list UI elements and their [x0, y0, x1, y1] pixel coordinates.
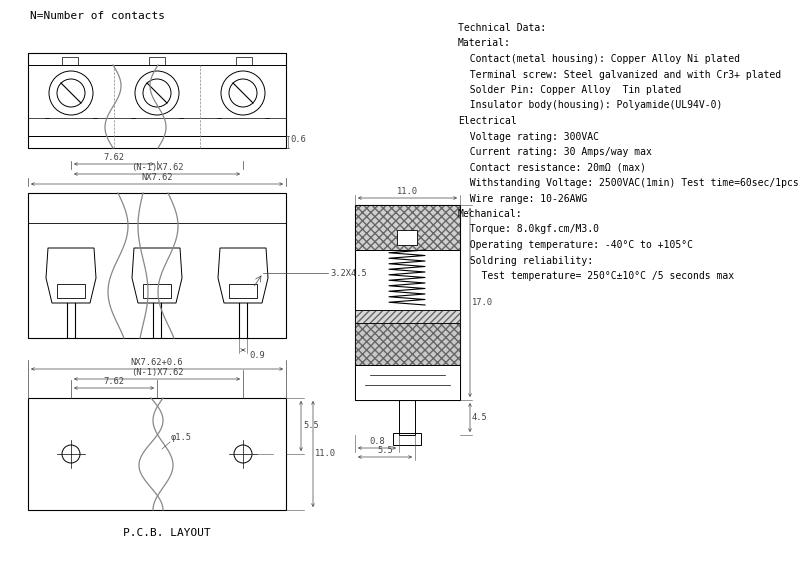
Text: Wire range: 10-26AWG: Wire range: 10-26AWG [458, 194, 588, 203]
Bar [399, 400, 415, 435]
Circle shape [229, 79, 257, 107]
Text: 5.5: 5.5 [377, 446, 393, 455]
Text: Contact resistance: 20mΩ (max): Contact resistance: 20mΩ (max) [458, 162, 646, 172]
Bar [28, 398, 286, 510]
Text: Solder Pin: Copper Alloy  Tin plated: Solder Pin: Copper Alloy Tin plated [458, 85, 681, 95]
Bar [143, 284, 171, 298]
Text: (N-1)X7.62: (N-1)X7.62 [130, 163, 184, 172]
Bar [28, 53, 286, 148]
Text: NX7.62: NX7.62 [141, 173, 173, 182]
Bar [355, 205, 460, 250]
Circle shape [234, 445, 252, 463]
Text: φ1.5: φ1.5 [171, 433, 192, 442]
Text: 11.0: 11.0 [315, 450, 336, 458]
Polygon shape [46, 248, 96, 303]
Text: Material:: Material: [458, 39, 511, 49]
Bar [355, 310, 460, 323]
Bar [397, 230, 417, 245]
Text: Torque: 8.0kgf.cm/M3.0: Torque: 8.0kgf.cm/M3.0 [458, 224, 599, 235]
Text: 7.62: 7.62 [104, 377, 125, 386]
Text: 17.0: 17.0 [472, 298, 493, 307]
Bar [28, 193, 286, 338]
Bar [28, 53, 286, 65]
Circle shape [143, 79, 171, 107]
Text: Current rating: 30 Amps/way max: Current rating: 30 Amps/way max [458, 147, 652, 157]
Polygon shape [132, 248, 182, 303]
Text: 11.0: 11.0 [397, 187, 418, 196]
Bar [149, 57, 165, 65]
Text: Test temperature= 250°C±10°C /5 seconds max: Test temperature= 250°C±10°C /5 seconds … [458, 271, 734, 281]
Text: Operating temperature: -40°C to +105°C: Operating temperature: -40°C to +105°C [458, 240, 693, 250]
Bar [355, 205, 460, 400]
Circle shape [221, 71, 265, 115]
Text: Voltage rating: 300VAC: Voltage rating: 300VAC [458, 132, 599, 142]
Circle shape [49, 71, 93, 115]
Text: N=Number of contacts: N=Number of contacts [30, 11, 165, 21]
Bar [355, 310, 460, 323]
Text: Terminal screw: Steel galvanized and with Cr3+ plated: Terminal screw: Steel galvanized and wit… [458, 69, 781, 80]
Text: Soldring reliability:: Soldring reliability: [458, 255, 593, 265]
Circle shape [57, 79, 85, 107]
Text: 4.5: 4.5 [472, 413, 488, 422]
Bar [355, 323, 460, 365]
Bar [355, 365, 460, 400]
Bar [28, 136, 286, 148]
Circle shape [62, 445, 80, 463]
Text: 7.62: 7.62 [104, 153, 125, 162]
Bar [57, 284, 85, 298]
Text: Electrical: Electrical [458, 116, 517, 126]
Text: 0.6: 0.6 [290, 135, 306, 144]
Text: 0.8: 0.8 [369, 437, 385, 446]
Text: Mechanical:: Mechanical: [458, 209, 522, 219]
Circle shape [135, 71, 179, 115]
Text: Contact(metal housing): Copper Alloy Ni plated: Contact(metal housing): Copper Alloy Ni … [458, 54, 740, 64]
Bar [355, 205, 460, 250]
Text: P.C.B. LAYOUT: P.C.B. LAYOUT [123, 528, 211, 538]
Text: (N-1)X7.62: (N-1)X7.62 [130, 368, 184, 377]
Bar [236, 57, 252, 65]
Text: 5.5: 5.5 [303, 421, 319, 431]
Text: Withstanding Voltage: 2500VAC(1min) Test time=60sec/1pcs: Withstanding Voltage: 2500VAC(1min) Test… [458, 178, 799, 188]
Text: NX7.62+0.6: NX7.62+0.6 [130, 358, 184, 367]
Polygon shape [218, 248, 268, 303]
Text: 0.9: 0.9 [249, 351, 265, 360]
Bar [355, 323, 460, 365]
Bar [393, 433, 421, 445]
Bar [62, 57, 78, 65]
Text: 3.2X4.5: 3.2X4.5 [330, 269, 367, 277]
Text: Insulator body(housing): Polyamide(UL94V-0): Insulator body(housing): Polyamide(UL94V… [458, 101, 722, 110]
Bar [229, 284, 257, 298]
Text: Technical Data:: Technical Data: [458, 23, 546, 33]
